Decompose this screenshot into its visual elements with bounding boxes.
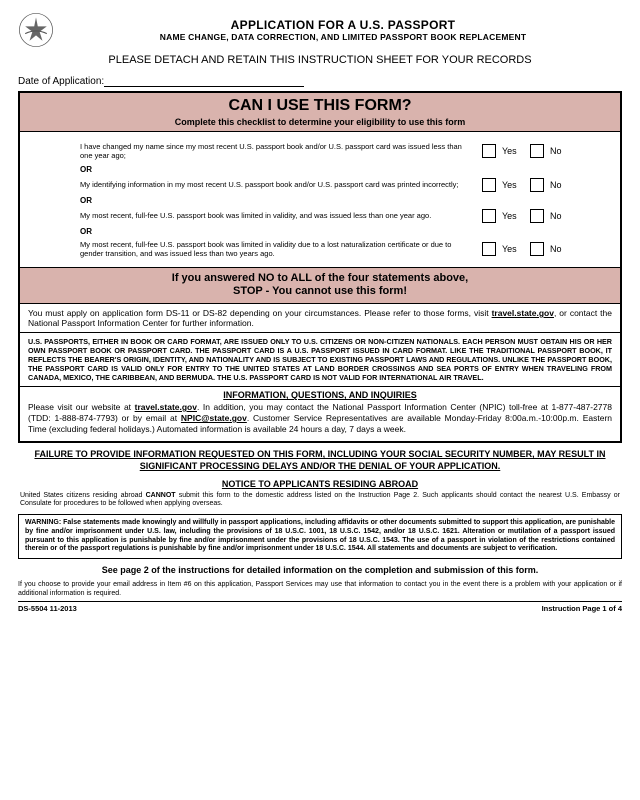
header: APPLICATION FOR A U.S. PASSPORT NAME CHA…: [18, 12, 622, 48]
travel-state-link[interactable]: travel.state.gov: [492, 308, 554, 318]
detach-notice: PLEASE DETACH AND RETAIN THIS INSTRUCTIO…: [18, 54, 622, 66]
stop-line-2: STOP - You cannot use this form!: [24, 285, 616, 299]
checklist-row: My identifying information in my most re…: [80, 178, 570, 192]
travel-state-link[interactable]: travel.state.gov: [135, 402, 197, 412]
checkbox-yes[interactable]: [482, 144, 496, 158]
abroad-heading: NOTICE TO APPLICANTS RESIDING ABROAD: [18, 479, 622, 489]
warning-box: WARNING: False statements made knowingly…: [18, 514, 622, 559]
us-seal-icon: [18, 12, 54, 48]
or-separator: OR: [80, 227, 570, 236]
checklist-text: My most recent, full-fee U.S. passport b…: [80, 211, 474, 220]
checkbox-no[interactable]: [530, 178, 544, 192]
passport-card-info: U.S. PASSPORTS, EITHER IN BOOK OR CARD F…: [20, 333, 620, 387]
can-i-use-heading: CAN I USE THIS FORM?: [26, 97, 614, 115]
checklist-row: My most recent, full-fee U.S. passport b…: [80, 209, 570, 223]
checkbox-no[interactable]: [530, 209, 544, 223]
date-input-line[interactable]: [104, 86, 304, 87]
title-main: APPLICATION FOR A U.S. PASSPORT: [64, 18, 622, 32]
checklist-text: My identifying information in my most re…: [80, 180, 474, 189]
checkbox-yes[interactable]: [482, 209, 496, 223]
checkbox-no[interactable]: [530, 242, 544, 256]
eligibility-heading: CAN I USE THIS FORM? Complete this check…: [20, 93, 620, 132]
checkbox-yes[interactable]: [482, 178, 496, 192]
checklist-text: My most recent, full-fee U.S. passport b…: [80, 240, 474, 259]
checklist-subheading: Complete this checklist to determine you…: [26, 117, 614, 127]
checklist-text: I have changed my name since my most rec…: [80, 142, 474, 161]
or-separator: OR: [80, 165, 570, 174]
checkbox-no[interactable]: [530, 144, 544, 158]
abroad-body: United States citizens residing abroad C…: [20, 492, 620, 510]
main-box: CAN I USE THIS FORM? Complete this check…: [18, 91, 622, 443]
inquiries-section: INFORMATION, QUESTIONS, AND INQUIRIES Pl…: [20, 387, 620, 441]
inquiries-heading: INFORMATION, QUESTIONS, AND INQUIRIES: [20, 387, 620, 400]
form-number: DS-5504 11-2013: [18, 604, 77, 613]
date-label: Date of Application:: [18, 76, 104, 87]
email-note: If you choose to provide your email addr…: [18, 581, 622, 599]
page-footer: DS-5504 11-2013 Instruction Page 1 of 4: [18, 601, 622, 613]
stop-notice: If you answered NO to ALL of the four st…: [20, 267, 620, 305]
stop-line-1: If you answered NO to ALL of the four st…: [24, 272, 616, 286]
apply-instructions: You must apply on application form DS-11…: [20, 304, 620, 333]
title-sub: NAME CHANGE, DATA CORRECTION, AND LIMITE…: [64, 32, 622, 42]
checklist: I have changed my name since my most rec…: [20, 132, 620, 267]
page-number: Instruction Page 1 of 4: [542, 604, 622, 613]
see-page-2: See page 2 of the instructions for detai…: [18, 565, 622, 575]
npic-email-link[interactable]: NPIC@state.gov: [181, 413, 247, 423]
date-of-application: Date of Application:: [18, 76, 622, 87]
checkbox-yes[interactable]: [482, 242, 496, 256]
checklist-row: My most recent, full-fee U.S. passport b…: [80, 240, 570, 259]
or-separator: OR: [80, 196, 570, 205]
failure-warning: FAILURE TO PROVIDE INFORMATION REQUESTED…: [22, 449, 618, 472]
checklist-row: I have changed my name since my most rec…: [80, 142, 570, 161]
